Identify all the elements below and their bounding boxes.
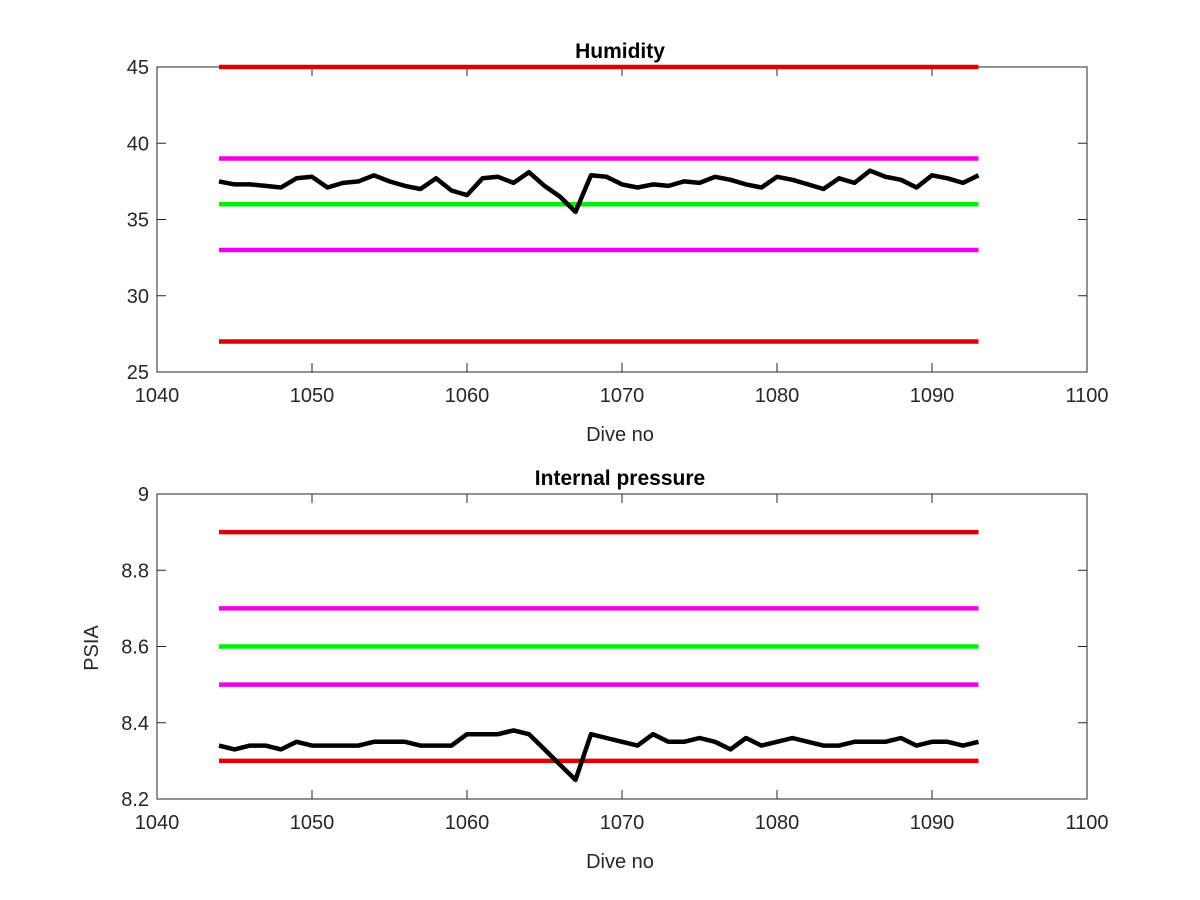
- data-series-line: [218, 728, 980, 783]
- internal-pressure-plot: Internal pressure Dive no PSIA 1040 1050 1…: [81, 467, 1109, 873]
- x-axis-label: Dive no: [586, 424, 654, 446]
- y-tick-label: 30: [127, 286, 149, 308]
- y-tick-label: 8.6: [121, 637, 149, 659]
- x-tick-label: 1090: [910, 385, 955, 407]
- y-axis-label: PSIA: [81, 625, 103, 671]
- y-tick-label: 45: [127, 57, 149, 79]
- x-tick-label: 1050: [290, 385, 335, 407]
- axes-box: [156, 66, 1088, 373]
- y-tick-label: 8.4: [121, 713, 149, 735]
- x-tick-label: 1090: [910, 812, 955, 834]
- y-tick-label: 25: [127, 362, 149, 384]
- y-tick-label: 40: [127, 133, 149, 155]
- x-tick-label: 1080: [755, 812, 800, 834]
- x-tick-label: 1040: [135, 385, 180, 407]
- x-tick-label: 1050: [290, 812, 335, 834]
- plot-title: Internal pressure: [535, 467, 705, 490]
- data-series-line: [218, 168, 980, 215]
- plot-title: Humidity: [575, 40, 665, 63]
- x-tick-label: 1080: [755, 385, 800, 407]
- x-tick-label: 1070: [600, 385, 645, 407]
- y-tick-label: 9: [138, 484, 149, 506]
- y-tick-label: 8.8: [121, 560, 149, 582]
- x-axis-label: Dive no: [586, 851, 654, 873]
- x-tick-label: 1060: [445, 812, 490, 834]
- y-tick-label: 8.2: [121, 789, 149, 811]
- x-tick-label: 1100: [1065, 385, 1108, 407]
- x-tick-label: 1040: [135, 812, 180, 834]
- x-tick-label: 1060: [445, 385, 490, 407]
- x-tick-label: 1100: [1065, 812, 1108, 834]
- humidity-plot: Humidity Dive no 1040 1050 1060 1070 1080 109…: [127, 40, 1109, 446]
- y-tick-label: 35: [127, 210, 149, 232]
- x-tick-label: 1070: [600, 812, 645, 834]
